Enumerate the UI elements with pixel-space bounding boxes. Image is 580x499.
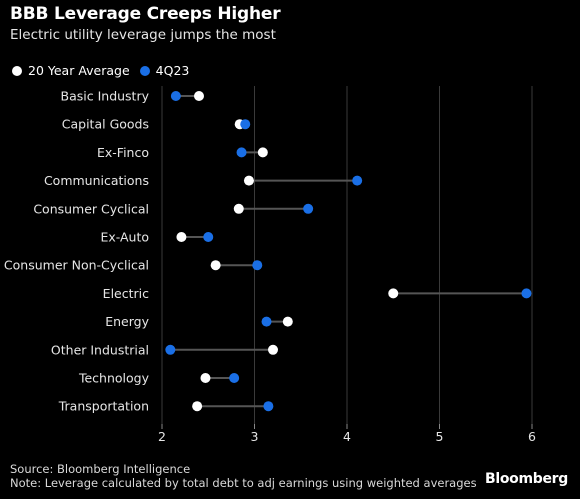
average-point: [194, 91, 204, 101]
category-label: Electric: [103, 286, 149, 301]
average-point: [200, 373, 211, 383]
average-point: [388, 288, 399, 299]
legend-label-recent: 4Q23: [155, 63, 190, 78]
x-tick-label: 4: [343, 429, 351, 444]
average-point: [257, 147, 268, 158]
recent-point: [229, 373, 240, 383]
category-label: Ex-Auto: [100, 230, 149, 245]
legend-item-recent: 4Q23: [139, 63, 190, 78]
category-label: Transportation: [58, 399, 149, 414]
legend-dot-recent: [139, 65, 150, 76]
x-tick-label: 5: [436, 429, 444, 444]
x-tick-label: 6: [528, 429, 536, 444]
category-label: Technology: [78, 371, 150, 386]
average-point: [192, 401, 203, 412]
source-note: Source: Bloomberg Intelligence: [10, 462, 191, 476]
average-point: [243, 175, 254, 186]
recent-point: [203, 232, 214, 242]
legend-dot-average: [12, 65, 22, 76]
recent-point: [303, 203, 314, 214]
average-point: [268, 344, 278, 355]
category-label: Basic Industry: [61, 89, 150, 104]
x-tick-label: 2: [158, 429, 166, 444]
chart-subtitle: Electric utility leverage jumps the most: [10, 27, 276, 43]
chart-title: BBB Leverage Creeps Higher: [10, 4, 281, 24]
category-label: Consumer Non-Cyclical: [4, 258, 149, 273]
recent-point: [236, 147, 247, 158]
average-point: [282, 316, 293, 327]
legend: 20 Year Average 4Q23: [12, 63, 199, 78]
legend-label-average: 20 Year Average: [28, 63, 130, 78]
category-label: Consumer Cyclical: [33, 201, 149, 216]
category-label: Other Industrial: [51, 342, 149, 357]
legend-item-average: 20 Year Average: [12, 63, 130, 78]
footer: Source: Bloomberg Intelligence Note: Lev…: [10, 462, 477, 490]
average-point: [176, 232, 187, 242]
average-point: [233, 203, 244, 214]
category-label: Communications: [44, 173, 149, 188]
recent-point: [170, 91, 181, 101]
category-label: Energy: [105, 314, 149, 329]
recent-point: [252, 260, 263, 271]
recent-point: [261, 316, 272, 327]
recent-point: [352, 175, 363, 186]
average-point: [210, 260, 221, 271]
recent-point: [263, 401, 274, 412]
bloomberg-logo: Bloomberg: [484, 471, 568, 487]
category-label: Capital Goods: [62, 117, 149, 132]
recent-point: [165, 344, 176, 355]
recent-point: [521, 288, 532, 299]
x-tick-label: 3: [251, 429, 259, 444]
methodology-note: Note: Leverage calculated by total debt …: [10, 476, 477, 490]
category-label: Ex-Finco: [97, 145, 149, 160]
recent-point: [240, 119, 251, 130]
